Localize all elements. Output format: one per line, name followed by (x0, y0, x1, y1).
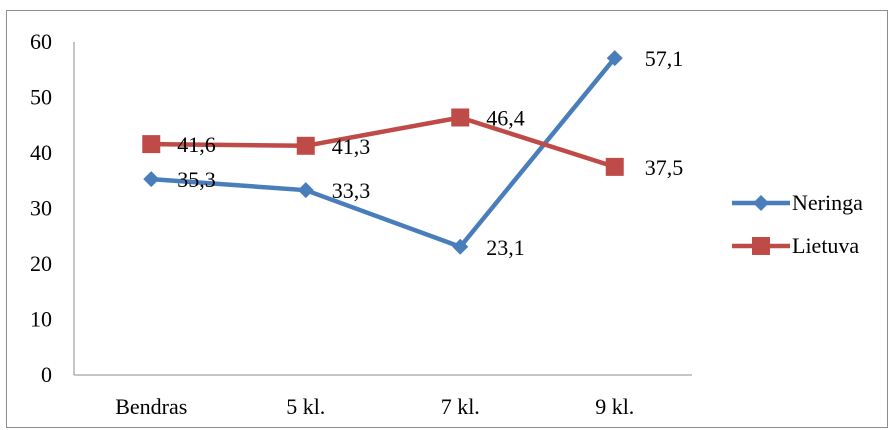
data-label: 57,1 (645, 46, 684, 71)
y-tick-label: 10 (30, 307, 52, 332)
data-label: 33,3 (332, 178, 371, 203)
series-line-lietuva (151, 115, 616, 170)
x-tick-label: 9 kl. (595, 394, 634, 419)
data-point-marker (605, 157, 624, 176)
x-tick-label: Bendras (115, 394, 187, 419)
data-point-marker (296, 136, 315, 155)
data-point-marker (452, 238, 469, 255)
data-label: 35,3 (177, 167, 216, 192)
data-point-marker (297, 182, 314, 199)
data-point-marker (142, 135, 161, 154)
data-label: 41,6 (177, 132, 216, 157)
data-label: 37,5 (645, 155, 684, 180)
x-tick-labels: Bendras 5 kl. 7 kl. 9 kl. (115, 394, 634, 419)
legend: Neringa Lietuva (732, 190, 863, 258)
data-point-marker (451, 108, 470, 127)
data-label: 23,1 (486, 235, 525, 260)
legend-label: Neringa (792, 190, 863, 215)
series-layer: 35,3 33,3 23,1 57,1 41,6 41,3 46,4 37,5 (142, 46, 683, 260)
legend-label: Lietuva (792, 233, 859, 258)
chart-frame (6, 10, 888, 428)
legend-marker (753, 195, 769, 211)
y-tick-label: 40 (30, 140, 52, 165)
data-label: 46,4 (486, 105, 525, 130)
y-tick-label: 20 (30, 251, 52, 276)
y-tick-labels: 0 10 20 30 40 50 60 (30, 29, 52, 387)
series-line-neringa (151, 56, 617, 250)
data-label: 41,3 (332, 134, 371, 159)
y-tick-label: 30 (30, 196, 52, 221)
legend-marker (752, 237, 770, 255)
x-tick-label: 5 kl. (286, 394, 325, 419)
y-tick-label: 60 (30, 29, 52, 54)
x-tick-label: 7 kl. (441, 394, 480, 419)
data-point-marker (606, 50, 623, 67)
y-tick-label: 0 (41, 362, 52, 387)
y-tick-label: 50 (30, 85, 52, 110)
data-point-marker (143, 171, 160, 188)
